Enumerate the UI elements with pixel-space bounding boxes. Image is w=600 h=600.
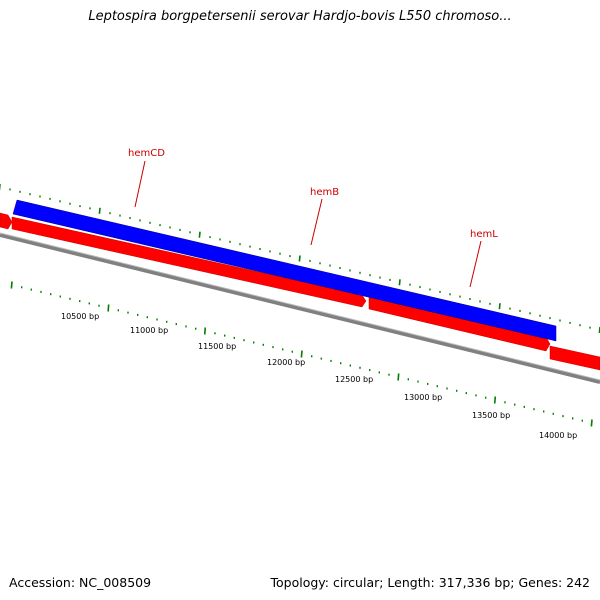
gene-label-heml: hemL — [470, 229, 498, 240]
scale-tick — [397, 373, 400, 381]
scale-tick — [203, 327, 207, 335]
outer-tick — [198, 231, 201, 238]
gene-arrow-reverse-1[interactable] — [12, 199, 557, 342]
outer-tick-ring — [0, 184, 600, 334]
heml-leader-line — [469, 240, 482, 288]
scale-tick — [300, 350, 303, 358]
accession-text: Accession: NC_008509 — [9, 575, 152, 590]
scale-label-12000: 12000 bp — [267, 358, 305, 367]
scale-label-12500: 12500 bp — [335, 375, 373, 384]
gene-label-hemb: hemB — [310, 187, 339, 198]
scale-label-13500: 13500 bp — [472, 411, 510, 420]
scale-tick — [107, 304, 110, 312]
map-title: Leptospira borgpetersenii serovar Hardjo… — [88, 9, 512, 24]
outer-tick — [98, 207, 101, 214]
genome-backbone-highlight — [0, 232, 600, 381]
outer-tick — [398, 279, 401, 286]
hemcd-leader-line — [134, 160, 146, 208]
gene-arrow-forward-4[interactable] — [549, 345, 600, 371]
gene-arrow-forward-2[interactable] — [11, 216, 367, 308]
hemb-leader-line — [310, 198, 323, 246]
gene-arrow-forward-1[interactable] — [0, 212, 13, 230]
outer-tick — [298, 255, 301, 262]
outer-tick — [498, 303, 501, 310]
scale-label-13000: 13000 bp — [404, 393, 442, 402]
scale-label-11500: 11500 bp — [198, 342, 236, 351]
scale-tick — [10, 281, 13, 289]
scale-label-14000: 14000 bp — [539, 431, 577, 440]
scale-tick-ring — [10, 281, 593, 427]
scale-tick — [493, 396, 497, 404]
scale-label-10500: 10500 bp — [61, 312, 99, 321]
scale-tick — [590, 419, 593, 427]
genome-backbone — [0, 233, 600, 384]
gene-label-hemcd: hemCD — [128, 148, 165, 159]
topology-summary: Topology: circular; Length: 317,336 bp; … — [270, 575, 591, 590]
scale-label-11000: 11000 bp — [130, 326, 168, 335]
